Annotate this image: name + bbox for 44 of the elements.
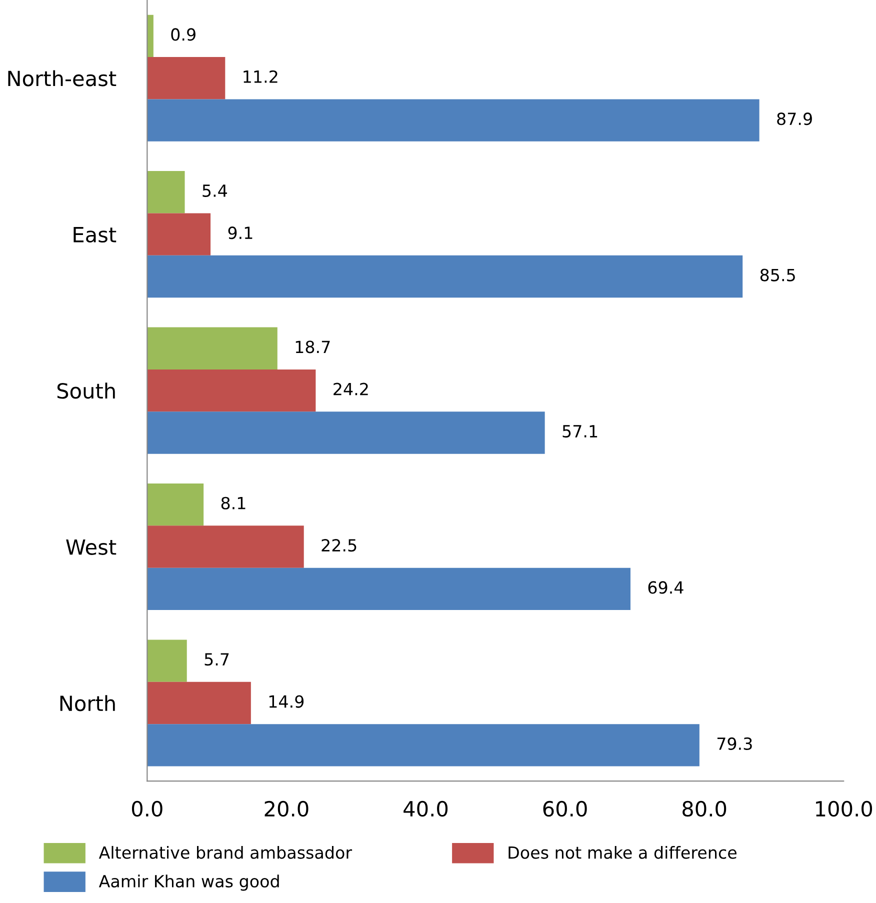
legend-label: Alternative brand ambassador [98, 846, 352, 859]
bar [147, 568, 630, 610]
data-label: 85.5 [760, 268, 795, 282]
bar [147, 99, 760, 142]
y-tick-label: South [57, 382, 115, 399]
y-tick-label: North [60, 695, 115, 712]
bar [147, 57, 226, 100]
data-label: 0.9 [171, 28, 196, 41]
data-label: 79.3 [717, 737, 752, 750]
x-tick-label: 0.0 [132, 800, 162, 817]
data-label: 57.1 [562, 425, 598, 438]
x-tick-label: 100.0 [816, 800, 872, 817]
bar [147, 171, 185, 214]
y-tick-label: West [66, 539, 116, 555]
data-label: 69.4 [648, 581, 684, 594]
legend-label: Does not make a difference [508, 846, 736, 859]
bar [147, 412, 545, 454]
x-tick-label: 20.0 [264, 800, 308, 817]
bar [147, 724, 700, 766]
data-label: 87.9 [777, 112, 812, 126]
bar [147, 682, 251, 724]
legend-label: Aamir Khan was good [98, 874, 279, 891]
data-label: 8.1 [221, 496, 246, 510]
bar [147, 484, 204, 526]
bar [147, 14, 154, 58]
data-label: 22.5 [322, 538, 356, 552]
data-label: 18.7 [296, 340, 330, 354]
bar [147, 369, 316, 412]
bar [147, 327, 278, 370]
x-tick-label: 60.0 [543, 800, 587, 817]
data-label: 24.2 [334, 382, 368, 396]
bar [147, 213, 211, 256]
bar [147, 255, 743, 298]
bar [147, 526, 304, 568]
data-label: 14.9 [269, 695, 304, 708]
data-label: 5.7 [204, 653, 229, 666]
data-label: 11.2 [244, 70, 278, 83]
y-tick-label: East [74, 227, 116, 243]
x-tick-label: 40.0 [404, 800, 448, 817]
data-label: 9.1 [228, 226, 252, 240]
x-tick-label: 80.0 [682, 800, 726, 817]
y-tick-label: North-east [8, 70, 116, 86]
bar [147, 640, 187, 682]
data-label: 5.4 [202, 184, 228, 197]
